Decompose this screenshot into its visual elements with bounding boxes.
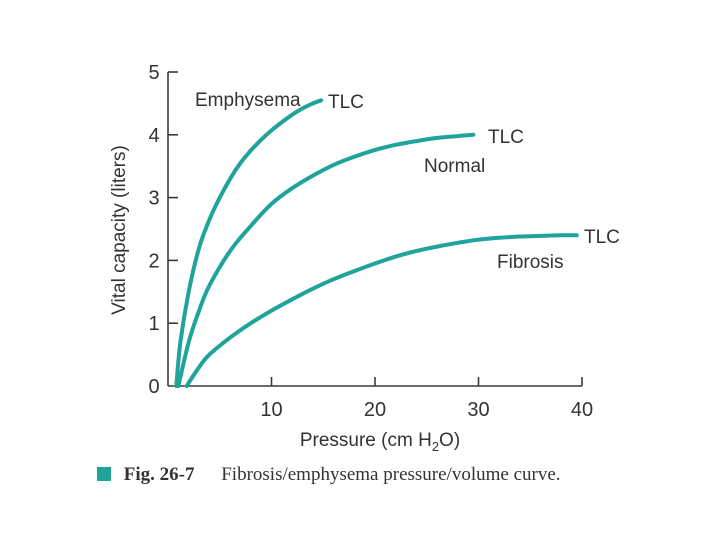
figure-caption: Fig. 26-7 Fibrosis/emphysema pressure/vo…	[97, 464, 561, 486]
x-tick-label: 40	[571, 399, 593, 421]
emphysema-label: Emphysema	[195, 90, 301, 111]
caption-text: Fibrosis/emphysema pressure/volume curve…	[221, 464, 561, 485]
y-tick-label: 4	[148, 125, 159, 147]
emphysema-tlc-label: TLC	[328, 92, 364, 113]
y-tick-label: 1	[148, 313, 159, 335]
fibrosis-curve	[184, 233, 579, 388]
x-axis-title: Pressure (cm H2O)	[300, 430, 460, 454]
caption-bullet-square	[97, 467, 111, 481]
y-tick-label: 2	[148, 250, 159, 272]
fibrosis-label: Fibrosis	[497, 252, 564, 273]
chart-axes: 0 1 2 3 4 5 10 20 30 40	[148, 62, 593, 421]
y-tick-label: 3	[148, 188, 159, 210]
y-tick-label: 5	[148, 62, 159, 84]
normal-curve	[176, 132, 476, 388]
normal-label: Normal	[424, 156, 485, 177]
x-tick-label: 10	[260, 399, 282, 421]
x-tick-label: 20	[364, 399, 386, 421]
fibrosis-tlc-label: TLC	[584, 227, 620, 248]
chart-curves	[174, 98, 579, 388]
x-tick-label: 30	[467, 399, 489, 421]
y-axis-title: Vital capacity (liters)	[109, 145, 130, 315]
y-tick-label: 0	[148, 376, 159, 398]
normal-tlc-label: TLC	[488, 127, 524, 148]
caption-figure-number: Fig. 26-7	[123, 464, 195, 485]
emphysema-curve	[174, 98, 324, 388]
